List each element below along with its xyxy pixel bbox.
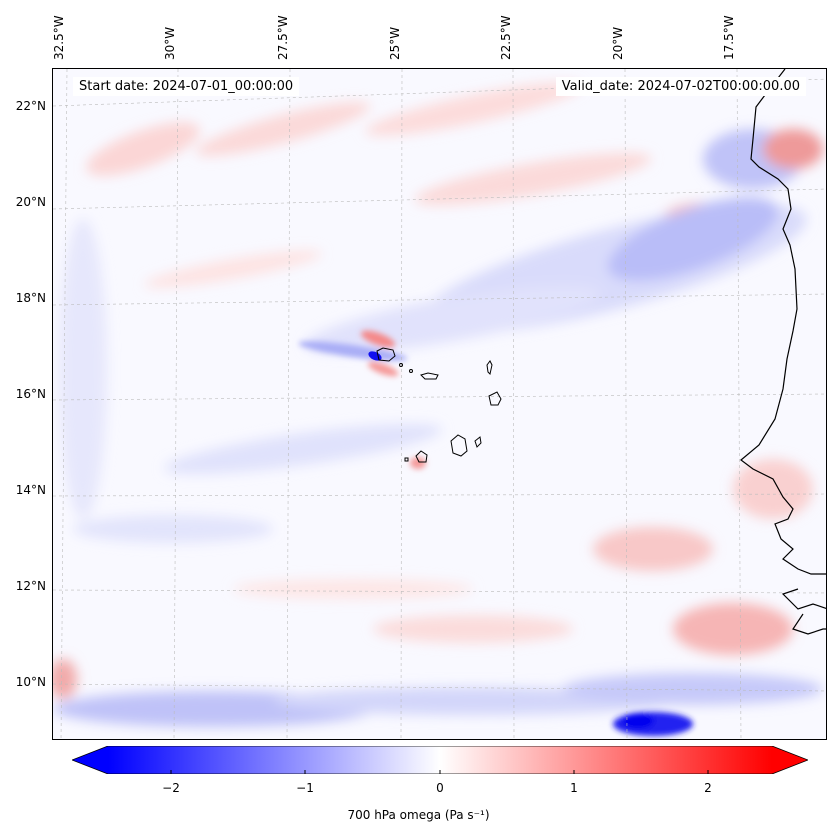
lat-label-20n: 20°N [15,195,46,209]
lon-label-32-5w: 32.5°W [52,15,66,60]
colorbar-tick-label: 1 [570,781,578,795]
valid-date-label: Valid_date: 2024-07-02T00:00:00.00 [555,77,806,96]
lat-label-22n: 22°N [15,99,46,113]
start-date-label: Start date: 2024-07-01_00:00:00 [73,77,300,96]
lon-label-30w: 30°W [163,26,177,60]
lon-label-17-5w: 17.5°W [722,15,736,60]
lat-label-10n: 10°N [15,675,46,689]
map-panel: Start date: 2024-07-01_00:00:00 Valid_da… [52,68,827,740]
lat-label-12n: 12°N [15,579,46,593]
colorbar-tick-label: −2 [162,781,180,795]
omega-field [53,69,826,739]
lat-label-16n: 16°N [15,387,46,401]
colorbar-tick-label: 0 [436,781,444,795]
lat-label-18n: 18°N [15,291,46,305]
africa-coastline [740,69,826,635]
colorbar-extend-max [772,746,808,774]
gridlines [53,69,826,739]
omega-patches [53,82,823,727]
colorbar-body [108,746,772,774]
colorbar-tick-label: −1 [296,781,314,795]
lon-label-22-5w: 22.5°W [499,15,513,60]
colorbar [72,746,808,774]
colorbar-label: 700 hPa omega (Pa s⁻¹) [347,808,490,822]
cape-verde-islands [376,347,502,463]
lon-label-27-5w: 27.5°W [276,15,290,60]
lat-label-14n: 14°N [15,483,46,497]
colorbar-tick-label: 2 [704,781,712,795]
lon-label-20w: 20°W [611,26,625,60]
lon-label-25w: 25°W [388,26,402,60]
colorbar-extend-min [72,746,108,774]
